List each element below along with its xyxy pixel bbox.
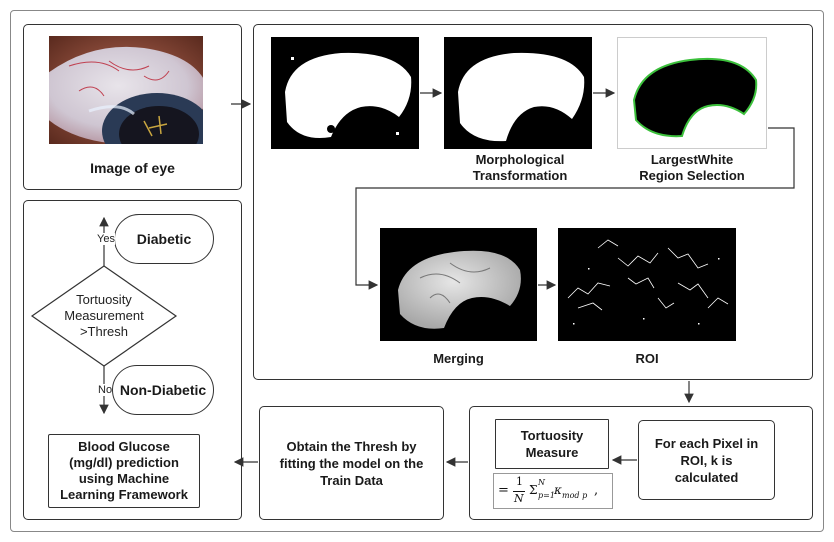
formula-fraction-bar xyxy=(513,491,525,492)
formula-prefix: = xyxy=(498,483,509,498)
non-diabetic-terminal: Non-Diabetic xyxy=(112,365,214,415)
merging-caption: Merging xyxy=(433,351,484,366)
formula-sum-lower: p=1 xyxy=(538,491,555,500)
morphological-caption: Morphological Transformation xyxy=(472,152,568,183)
tortuosity-formula: = 1 N Σ N p=1 κ mod p , xyxy=(493,473,613,509)
decision-text: Tortuosity Measurement >Thresh xyxy=(64,292,144,339)
formula-suffix: , xyxy=(594,483,599,498)
tortuosity-measure-step: Tortuosity Measure xyxy=(495,419,609,469)
morphological-image xyxy=(444,37,592,149)
formula-fraction-numerator: 1 xyxy=(516,475,523,488)
largest-region-caption: LargestWhite Region Selection xyxy=(639,152,745,183)
glucose-prediction-step: Blood Glucose (mg/dl) prediction using M… xyxy=(48,434,200,508)
merging-image xyxy=(380,228,537,341)
formula-sum: Σ xyxy=(529,483,538,497)
threshold-step: Obtain the Thresh by fitting the model o… xyxy=(259,406,444,520)
formula-fraction-denominator: N xyxy=(514,492,524,505)
roi-caption: ROI xyxy=(635,351,659,366)
eye-image-caption: Image of eye xyxy=(90,160,175,176)
formula-kappa: κ xyxy=(554,483,562,497)
largest-region-image xyxy=(617,37,767,149)
binary-mask-image xyxy=(271,37,419,149)
formula-sum-upper: N xyxy=(538,478,545,487)
per-pixel-step: For each Pixel in ROI, k is calculated xyxy=(638,420,775,500)
roi-image xyxy=(558,228,736,341)
yes-label: Yes xyxy=(97,233,115,245)
eye-image xyxy=(49,36,203,144)
formula-kappa-sub: mod p xyxy=(562,491,588,500)
diabetic-terminal: Diabetic xyxy=(114,214,214,264)
no-label: No xyxy=(98,384,113,396)
